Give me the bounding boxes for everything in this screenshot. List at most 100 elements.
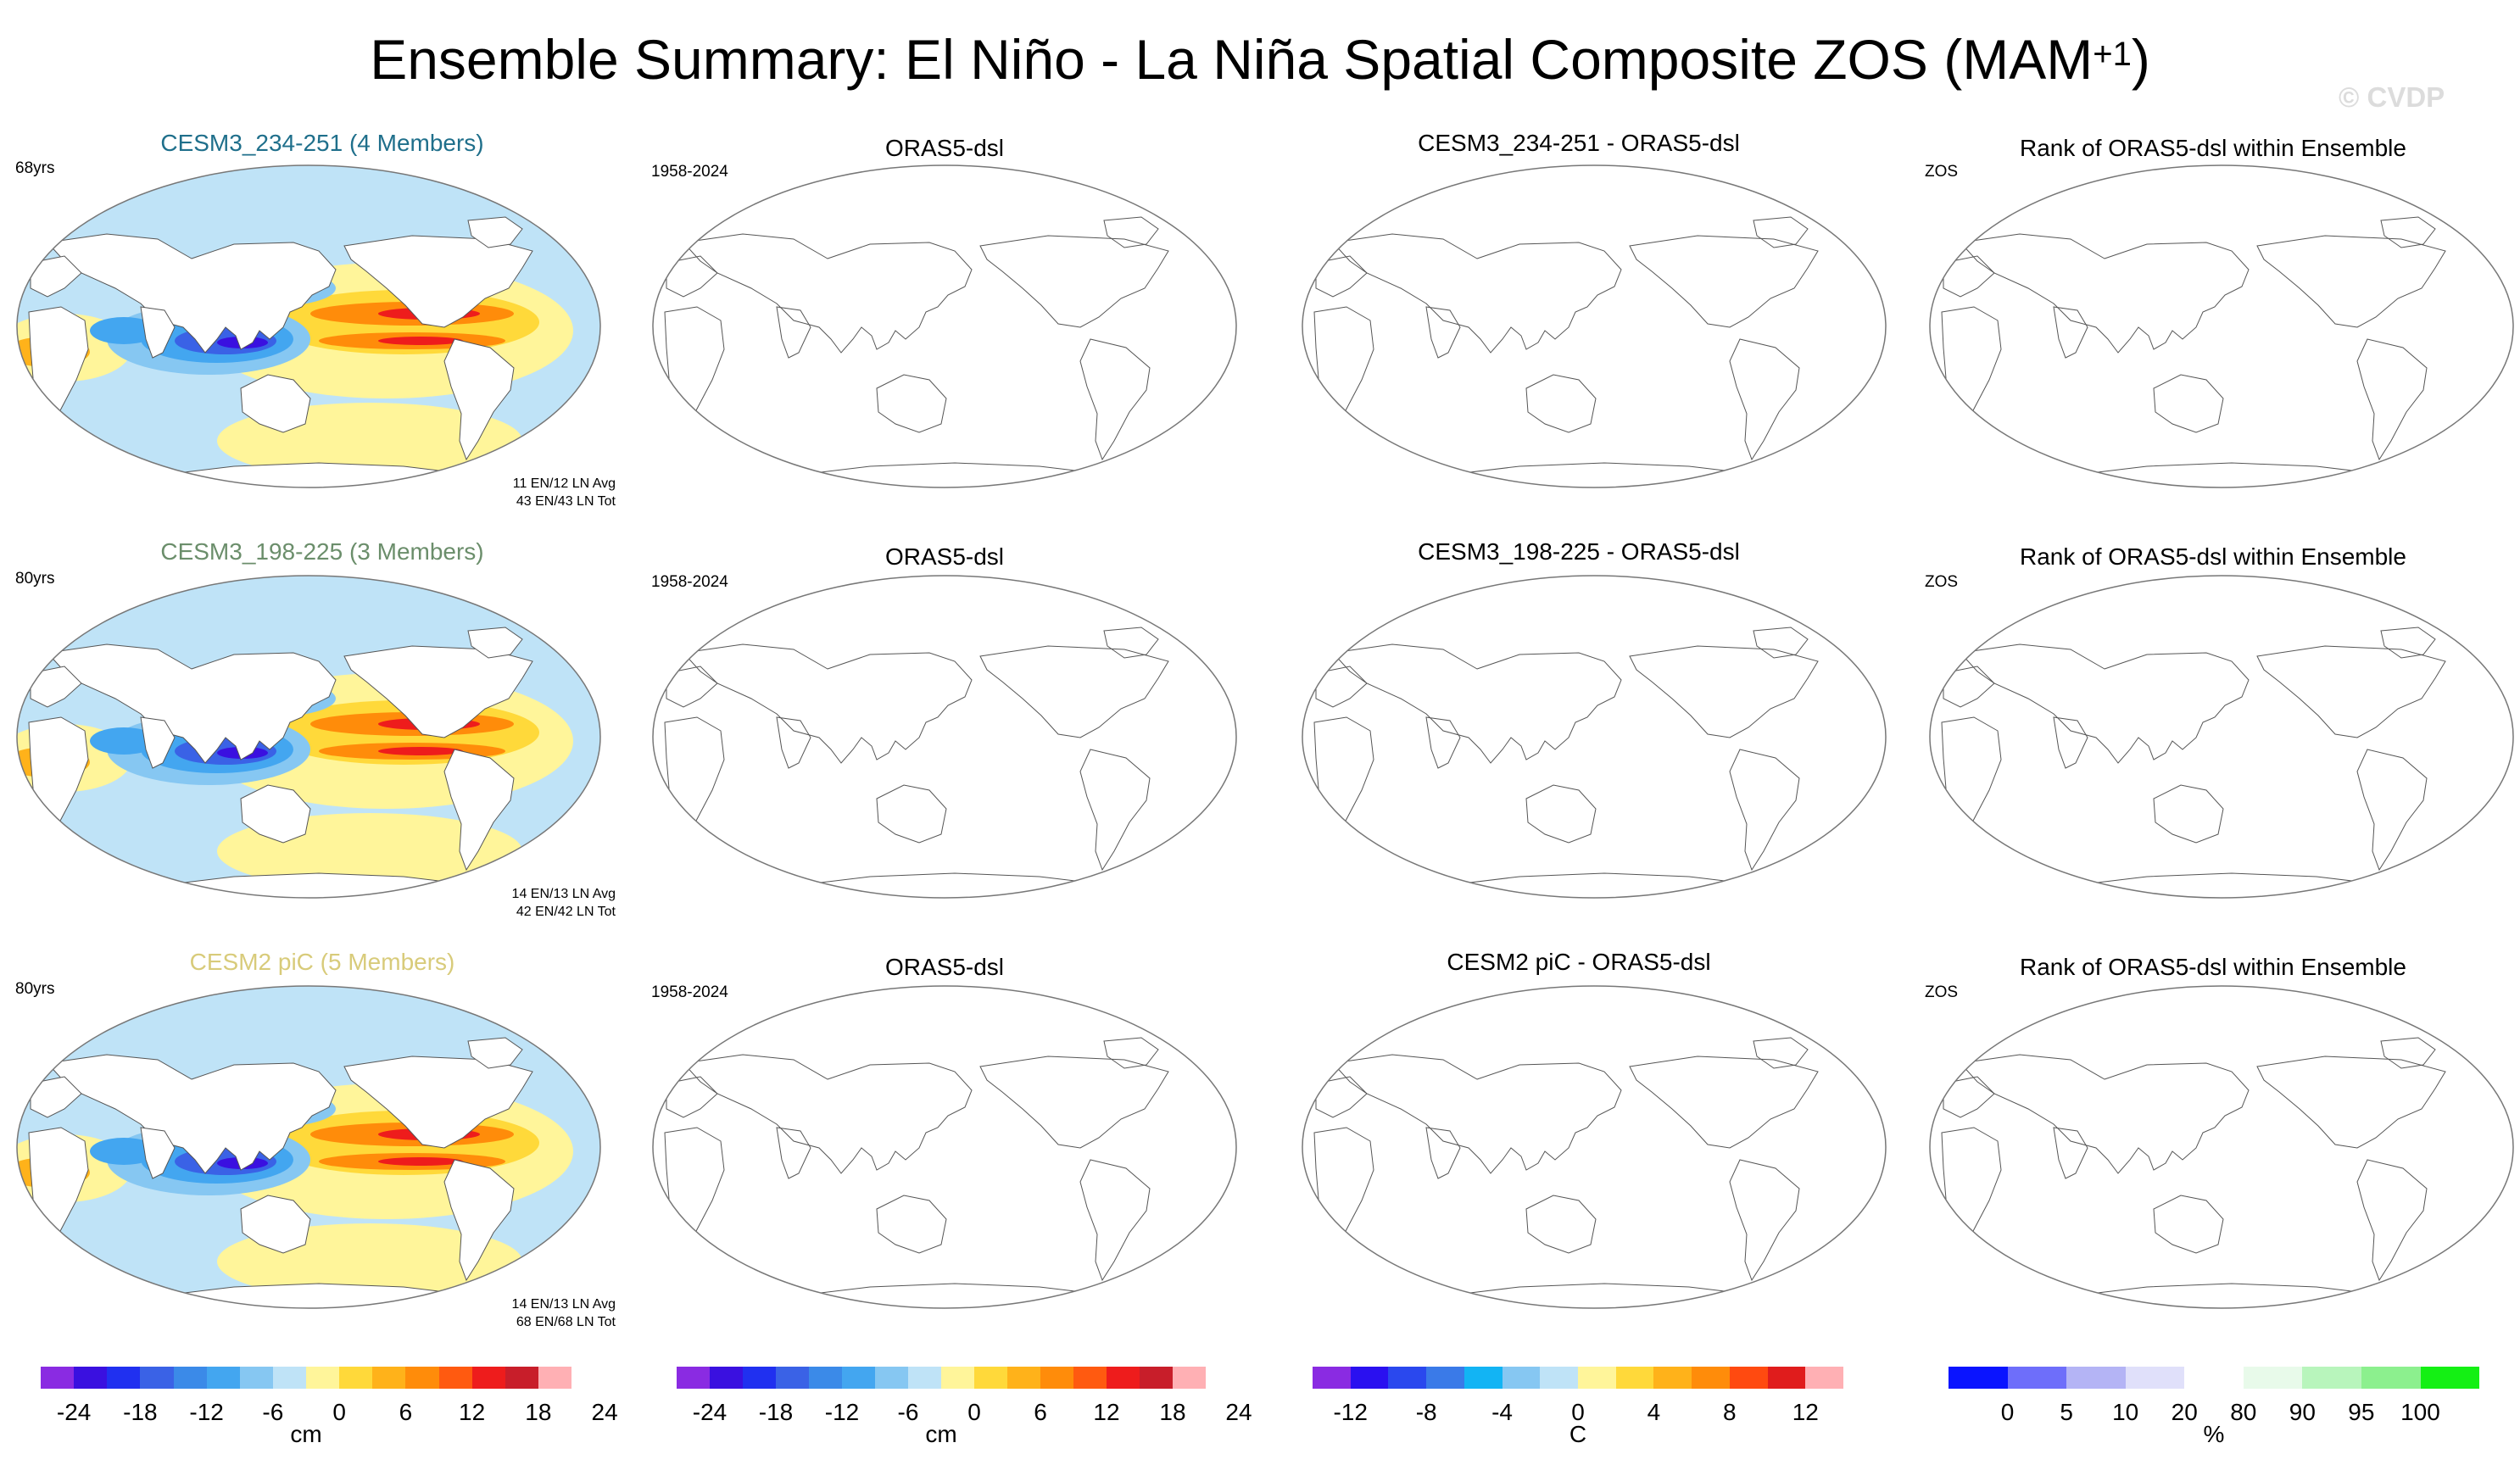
colorbar-swatch bbox=[107, 1367, 141, 1389]
ensemble-composite-note-2: 14 EN/13 LN Avg 42 EN/42 LN Tot bbox=[441, 885, 616, 921]
colorbar-swatch bbox=[438, 1367, 472, 1389]
colorbar-tick-label: 12 bbox=[1792, 1399, 1819, 1425]
colorbar-swatch bbox=[1107, 1367, 1140, 1389]
obs-period-label-2: 1958-2024 bbox=[651, 573, 728, 591]
colorbar-swatch bbox=[306, 1367, 340, 1389]
figure-title-superscript: +1 bbox=[2093, 36, 2132, 73]
composite-avg-count: 14 EN/13 LN Avg bbox=[511, 887, 616, 901]
colorbar-swatch bbox=[538, 1367, 571, 1389]
colorbar-swatch bbox=[1578, 1367, 1616, 1389]
colorbar-swatch bbox=[677, 1367, 710, 1389]
colorbar-tick-label: -6 bbox=[897, 1399, 919, 1425]
colorbar-swatch bbox=[743, 1367, 776, 1389]
colorbar-swatch bbox=[1805, 1367, 1844, 1389]
colorbar-tick-label: 10 bbox=[2112, 1399, 2139, 1425]
cvdp-watermark: © CVDP bbox=[2339, 81, 2445, 113]
colorbar-tick-label: 80 bbox=[2230, 1399, 2257, 1425]
colorbar-swatch bbox=[1540, 1367, 1579, 1389]
ensemble-panel-title-2: CESM3_198-225 (3 Members) bbox=[160, 538, 484, 565]
colorbar-swatch bbox=[1173, 1367, 1206, 1389]
diff-panel-title-3: CESM2 piC - ORAS5-dsl bbox=[1447, 949, 1711, 975]
colorbar-swatch bbox=[2420, 1367, 2480, 1389]
colorbar-tick-label: 95 bbox=[2348, 1399, 2375, 1425]
colorbar-swatch bbox=[842, 1367, 875, 1389]
colorbar-tick-label: 12 bbox=[1093, 1399, 1120, 1425]
obs-map-1 bbox=[652, 164, 1237, 488]
colorbar-tick-label: -18 bbox=[123, 1399, 158, 1425]
colorbar-obs bbox=[677, 1367, 1206, 1389]
rank-map-1 bbox=[1929, 164, 2514, 488]
colorbar-swatch bbox=[1729, 1367, 1768, 1389]
colorbar-ensemble bbox=[41, 1367, 571, 1389]
colorbar-swatch bbox=[1767, 1367, 1806, 1389]
obs-panel-title-2: ORAS5-dsl bbox=[884, 543, 1005, 570]
colorbar-swatch bbox=[1073, 1367, 1107, 1389]
colorbar-tick-label: -8 bbox=[1415, 1399, 1437, 1425]
colorbar-swatch bbox=[173, 1367, 207, 1389]
colorbar-tick-label: 24 bbox=[591, 1399, 618, 1425]
ensemble-years-label-1: 68yrs bbox=[15, 159, 55, 177]
colorbar-swatch bbox=[41, 1367, 75, 1389]
colorbar-tick-label: -6 bbox=[262, 1399, 284, 1425]
colorbar-swatch bbox=[1653, 1367, 1692, 1389]
colorbar-swatch bbox=[405, 1367, 439, 1389]
colorbar-tick-label: 24 bbox=[1225, 1399, 1252, 1425]
colorbar-tick-label: 20 bbox=[2171, 1399, 2198, 1425]
colorbar-swatch bbox=[1426, 1367, 1464, 1389]
colorbar-swatch bbox=[2243, 1367, 2303, 1389]
colorbar-tick-label: -12 bbox=[824, 1399, 860, 1425]
colorbar-unit-label: cm bbox=[290, 1421, 322, 1447]
colorbar-swatch bbox=[1388, 1367, 1427, 1389]
colorbar-swatch bbox=[1007, 1367, 1040, 1389]
colorbar-swatch bbox=[776, 1367, 809, 1389]
colorbar-diff bbox=[1313, 1367, 1844, 1389]
rank-panel-title-1: Rank of ORAS5-dsl within Ensemble bbox=[2020, 135, 2406, 161]
colorbar-tick-label: -4 bbox=[1491, 1399, 1514, 1425]
colorbar-tick-label: 18 bbox=[1159, 1399, 1186, 1425]
colorbar-swatch bbox=[372, 1367, 406, 1389]
colorbar-unit-label: cm bbox=[925, 1421, 957, 1447]
colorbar-unit-label: % bbox=[2203, 1421, 2225, 1447]
figure-title-close: ) bbox=[2131, 28, 2150, 91]
colorbar-tick-label: 5 bbox=[2060, 1399, 2073, 1425]
ensemble-panel-title-1: CESM3_234-251 (4 Members) bbox=[160, 130, 484, 156]
rank-map-3 bbox=[1929, 985, 2514, 1309]
obs-panel-title-1: ORAS5-dsl bbox=[884, 135, 1005, 161]
colorbar-swatch bbox=[1949, 1367, 2008, 1389]
obs-period-label-1: 1958-2024 bbox=[651, 163, 728, 181]
colorbar-swatch bbox=[941, 1367, 974, 1389]
diff-panel-title-2: CESM3_198-225 - ORAS5-dsl bbox=[1418, 538, 1740, 565]
figure-title: Ensemble Summary: El Niño - La Niña Spat… bbox=[0, 19, 2520, 100]
colorbar-swatch bbox=[908, 1367, 941, 1389]
colorbar-tick-label: 90 bbox=[2289, 1399, 2316, 1425]
colorbar-tick-label: 100 bbox=[2400, 1399, 2440, 1425]
colorbar-tick-label: 6 bbox=[1034, 1399, 1047, 1425]
colorbar-tick-label: 0 bbox=[2000, 1399, 2015, 1425]
obs-map-2 bbox=[652, 575, 1237, 899]
composite-total-count: 43 EN/43 LN Tot bbox=[516, 494, 616, 509]
ensemble-years-label-2: 80yrs bbox=[15, 570, 55, 588]
ensemble-map-2 bbox=[16, 575, 601, 899]
colorbar-tick-label: 8 bbox=[1723, 1399, 1737, 1425]
colorbar-tick-label: 0 bbox=[332, 1399, 346, 1425]
colorbar-swatch bbox=[2066, 1367, 2126, 1389]
colorbar-swatch bbox=[974, 1367, 1007, 1389]
obs-period-label-3: 1958-2024 bbox=[651, 983, 728, 1001]
colorbar-swatch bbox=[140, 1367, 174, 1389]
colorbar-swatch bbox=[875, 1367, 908, 1389]
colorbar-tick-label: 6 bbox=[399, 1399, 413, 1425]
colorbar-swatch bbox=[2125, 1367, 2185, 1389]
colorbar-swatch bbox=[1350, 1367, 1389, 1389]
ensemble-panel-title-3: CESM2 piC (5 Members) bbox=[189, 949, 455, 975]
colorbar-swatch bbox=[1615, 1367, 1654, 1389]
colorbar-swatch bbox=[74, 1367, 108, 1389]
colorbar-swatch bbox=[1140, 1367, 1173, 1389]
ensemble-composite-note-1: 11 EN/12 LN Avg 43 EN/43 LN Tot bbox=[441, 475, 616, 510]
colorbar-tick-label: -24 bbox=[692, 1399, 728, 1425]
composite-avg-count: 11 EN/12 LN Avg bbox=[512, 476, 616, 491]
diff-panel-title-1: CESM3_234-251 - ORAS5-dsl bbox=[1418, 130, 1740, 156]
rank-panel-title-2: Rank of ORAS5-dsl within Ensemble bbox=[2020, 543, 2406, 570]
obs-map-3 bbox=[652, 985, 1237, 1309]
rank-variable-label-2: ZOS bbox=[1925, 573, 1959, 591]
colorbar-swatch bbox=[505, 1367, 538, 1389]
